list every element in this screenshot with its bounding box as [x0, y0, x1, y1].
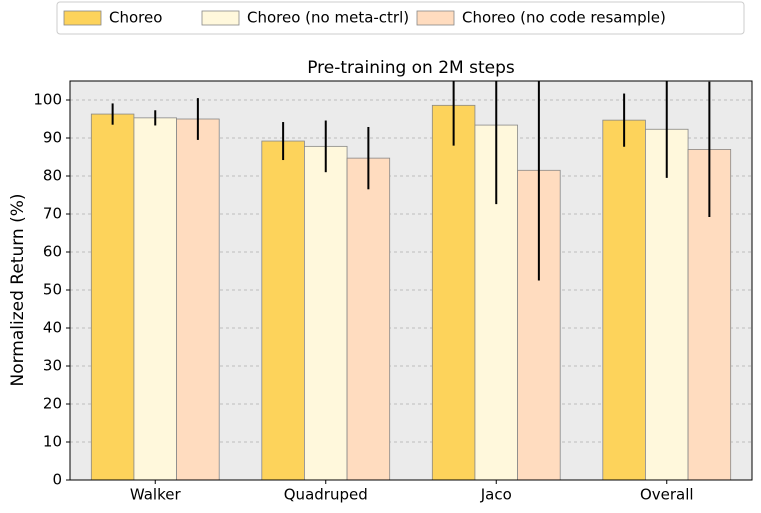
bar	[431, 104, 476, 480]
plot-frame	[69, 80, 753, 481]
bar	[90, 113, 135, 480]
bar	[602, 119, 646, 480]
y-tick-label: 70	[43, 205, 62, 223]
bar	[133, 117, 177, 480]
chart-title: Pre-training on 2M steps	[307, 58, 515, 78]
bar	[176, 118, 220, 480]
y-tick-label: 30	[43, 357, 62, 375]
y-tick-label: 60	[43, 243, 62, 261]
legend-label: Choreo	[109, 9, 162, 27]
bar	[346, 157, 391, 480]
x-tick-label: Quadruped	[284, 486, 368, 504]
y-tick-label: 100	[33, 91, 62, 109]
y-tick-label: 50	[43, 281, 62, 299]
bar	[261, 140, 305, 480]
y-tick-label: 20	[43, 395, 62, 413]
x-tick-label: Walker	[130, 486, 182, 504]
y-tick-label: 10	[43, 433, 62, 451]
x-tick-label: Overall	[640, 486, 694, 504]
legend-swatch	[416, 10, 455, 26]
legend-swatch	[201, 10, 240, 26]
y-tick-label: 80	[43, 167, 62, 185]
y-axis-label: Normalized Return (%)	[8, 193, 28, 386]
legend-box	[56, 1, 745, 35]
legend-label: Choreo (no code resample)	[462, 9, 666, 27]
x-tick-label: Jaco	[480, 486, 512, 504]
legend-label: Choreo (no meta-ctrl)	[247, 9, 409, 27]
legend-swatch	[63, 10, 102, 26]
bar	[645, 128, 689, 480]
y-tick-label: 40	[43, 319, 62, 337]
y-tick-label: 0	[52, 471, 62, 489]
y-tick-label: 90	[43, 129, 62, 147]
bar	[304, 145, 348, 480]
